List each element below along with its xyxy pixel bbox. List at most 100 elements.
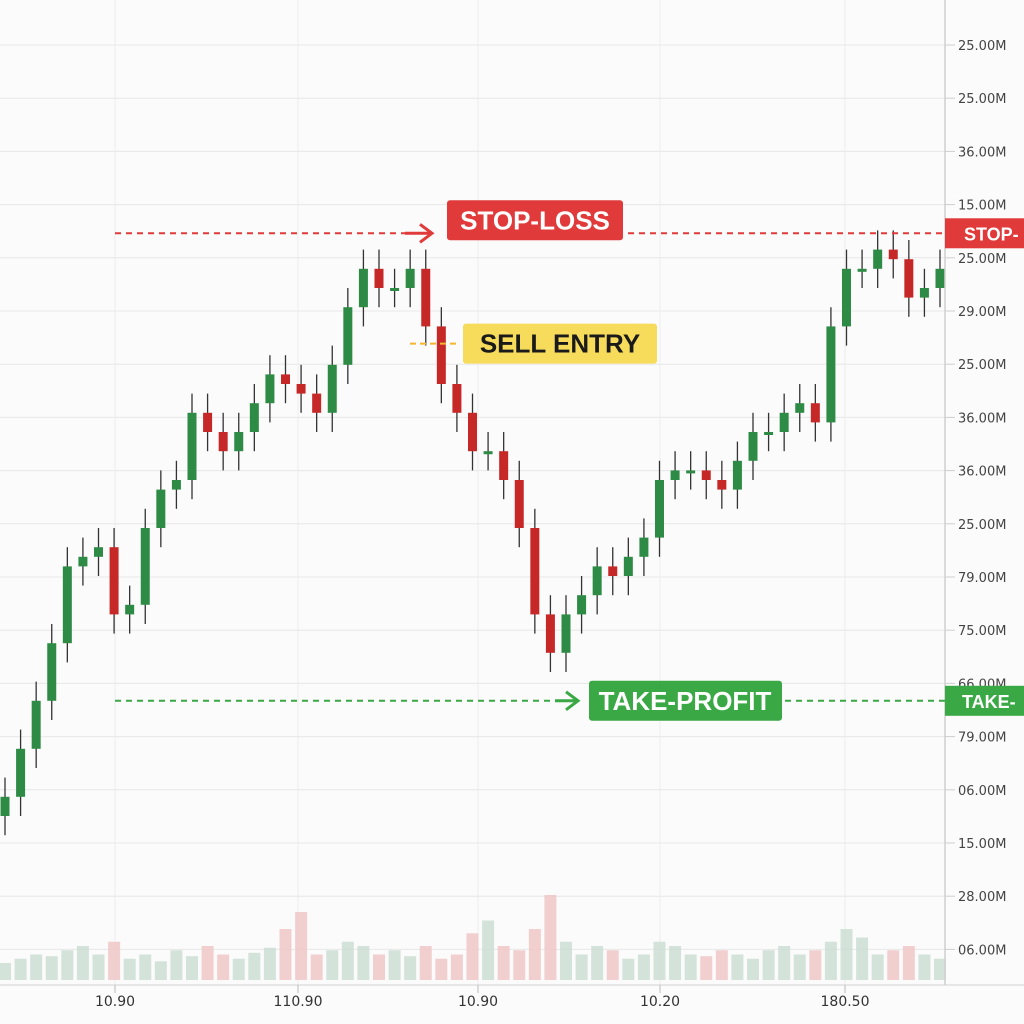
candle	[249, 384, 259, 452]
volume-bar	[809, 950, 822, 980]
candle-body	[62, 566, 72, 644]
candle-body	[358, 268, 368, 308]
volume-bar	[388, 950, 401, 980]
volume-bar	[934, 958, 946, 980]
candle-body	[436, 326, 446, 384]
candle	[545, 595, 555, 672]
candle	[717, 460, 727, 509]
stop-loss-label-box	[447, 200, 623, 241]
candle-body	[826, 326, 836, 423]
candle-body	[732, 460, 742, 490]
candle-body	[779, 412, 789, 432]
candle-body	[919, 288, 929, 298]
volume-bar	[435, 958, 448, 980]
arrow-right-icon	[555, 690, 581, 711]
y-tick-label: 75.00M	[958, 624, 1006, 639]
candle-body	[31, 700, 41, 749]
candle-body	[483, 451, 493, 455]
x-tick-label: 110.90	[274, 994, 323, 1010]
candle	[156, 470, 166, 548]
volume-bar	[544, 895, 557, 980]
candle-body	[514, 480, 524, 528]
candle-body	[16, 748, 26, 797]
volume-bar	[310, 954, 323, 980]
volume-bar	[840, 929, 853, 980]
volume-bar	[793, 954, 806, 980]
candle-body	[296, 384, 306, 394]
y-tick-label: 28.00M	[958, 890, 1006, 905]
volume-bar	[263, 947, 276, 980]
candle	[452, 364, 462, 432]
x-tick-label: 10.20	[640, 994, 680, 1010]
volume-bar	[295, 912, 308, 980]
volume-bar	[45, 956, 58, 980]
candle	[436, 307, 446, 404]
volume-bar	[30, 954, 43, 980]
candle-body	[109, 547, 119, 615]
volume-bar	[918, 954, 931, 980]
candle-body	[764, 432, 774, 435]
arrow-right-icon	[405, 223, 435, 244]
volume-bar	[154, 961, 167, 980]
candle	[125, 585, 135, 634]
volume-bar	[373, 954, 385, 980]
candle	[265, 355, 275, 423]
candle-body	[343, 307, 353, 365]
candle-body	[125, 604, 135, 615]
candle-body	[717, 480, 727, 490]
candle-body	[842, 268, 851, 327]
candle	[701, 451, 711, 500]
candle-body	[623, 556, 633, 576]
candle-body	[904, 259, 914, 298]
volume-bar	[123, 958, 136, 980]
volume-bar	[762, 950, 775, 980]
candle	[639, 518, 649, 576]
candle	[779, 393, 789, 452]
candle-body	[592, 566, 602, 596]
volume-bar	[482, 920, 495, 980]
candle	[171, 460, 181, 509]
y-tick-label: 15.00M	[958, 837, 1006, 852]
candle	[47, 624, 57, 720]
candle-body	[577, 595, 587, 615]
candle	[686, 451, 696, 490]
candle	[919, 268, 929, 317]
y-tick-label: 25.00M	[958, 252, 1006, 267]
volume-bar	[76, 946, 89, 980]
volume-bar	[357, 946, 370, 980]
y-tick-label: 36.00M	[958, 411, 1006, 426]
candle	[530, 508, 540, 634]
stop-loss-axis-label: STOP-	[964, 224, 1019, 244]
candle-body	[701, 470, 711, 480]
candle-body	[561, 614, 571, 653]
candle	[16, 729, 26, 816]
volume-bar	[731, 954, 744, 980]
price-axis: 25.00M 25.00M 36.00M 15.00M 25.00M 29.00M 25.0…	[945, 39, 1006, 958]
candle	[281, 355, 290, 404]
candle	[499, 432, 509, 500]
x-tick-label: 10.90	[95, 994, 135, 1010]
candle	[608, 547, 618, 596]
candle	[468, 393, 477, 471]
candle	[374, 249, 384, 308]
candle	[748, 412, 758, 480]
volume-bar	[466, 933, 479, 980]
candle-body	[545, 614, 555, 653]
volume-bar	[108, 941, 121, 980]
candle-body	[312, 393, 322, 413]
volume-bar	[528, 929, 541, 980]
volume-bar	[14, 958, 27, 980]
volume-bar	[778, 946, 791, 980]
candle-body	[888, 249, 898, 260]
candle	[296, 364, 306, 413]
candle-body	[390, 288, 400, 291]
candle-body	[608, 566, 618, 576]
y-tick-label: 25.00M	[958, 92, 1006, 107]
candle-body	[187, 412, 197, 480]
candle	[577, 576, 587, 634]
volume-bar	[606, 950, 619, 980]
candle	[623, 537, 633, 596]
y-tick-label: 36.00M	[958, 145, 1006, 160]
volume-bar	[139, 954, 152, 980]
y-tick-label: 06.00M	[958, 943, 1006, 958]
